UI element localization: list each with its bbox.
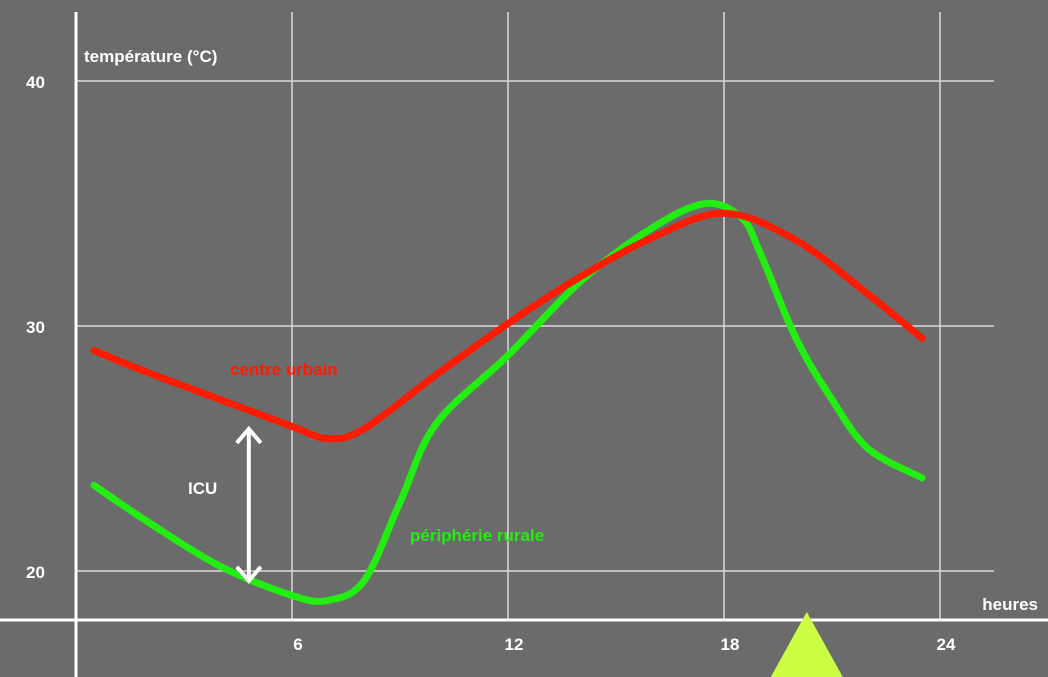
y-tick-label: 30: [26, 318, 45, 337]
icu-annotation: [235, 425, 263, 584]
series-label-urban: centre urbain: [230, 360, 338, 379]
x-axis-label: heures: [982, 595, 1038, 614]
time-marker-triangle: [770, 612, 843, 677]
series-line-rural: [90, 199, 926, 605]
icu-arrow-head-down: [235, 565, 263, 584]
y-tick-label: 40: [26, 73, 45, 92]
icu-arrow-head-up: [235, 425, 263, 445]
data-series: [90, 199, 926, 605]
y-axis-label: température (°C): [84, 47, 217, 66]
x-tick-label: 24: [937, 635, 956, 654]
x-tick-label: 18: [721, 635, 740, 654]
series-label-rural: périphérie rurale: [410, 526, 544, 545]
icu-label: ICU: [188, 479, 217, 498]
series-line-urban: [90, 209, 926, 443]
x-tick-label: 6: [293, 635, 302, 654]
x-tick-label: 12: [505, 635, 524, 654]
tick-labels: 20 30 40 6 12 18 24: [26, 73, 956, 654]
y-tick-label: 20: [26, 563, 45, 582]
